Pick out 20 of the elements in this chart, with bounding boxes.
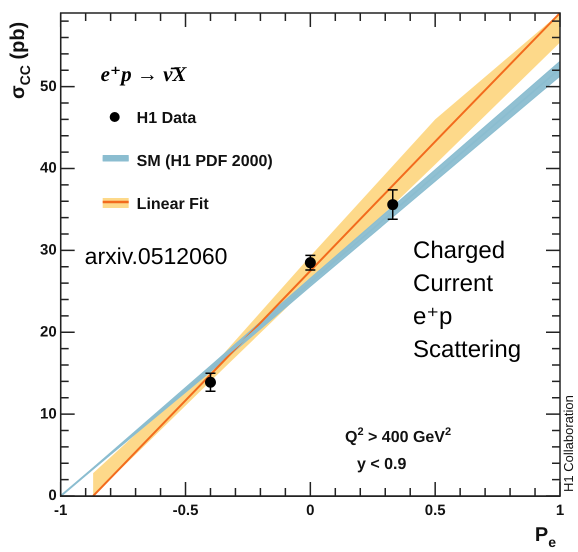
annotation: Charged Current e⁺p Scattering xyxy=(413,237,522,363)
annotation: y < 0.9 xyxy=(357,456,406,473)
y-tick-label: 10 xyxy=(40,405,57,422)
y-tick-label: 30 xyxy=(40,242,57,259)
legend-title: e⁺p → ν̄X xyxy=(100,62,188,86)
x-tick-label: -0.5 xyxy=(172,502,198,520)
legend-label: SM (H1 PDF 2000) xyxy=(136,153,273,170)
text: H1 Collaboration xyxy=(561,395,576,492)
x-tick-label: -1 xyxy=(54,502,68,520)
x-tick-label: 0.5 xyxy=(424,502,446,520)
x-tick-label: 1 xyxy=(556,502,564,520)
annotation: arxiv.0512060 xyxy=(84,243,228,269)
legend-label: H1 Data xyxy=(136,110,196,127)
y-tick-label: 20 xyxy=(40,323,57,340)
y-tick-label: 50 xyxy=(40,78,57,95)
legend-label: Linear Fit xyxy=(136,196,210,213)
y-axis-title: σCC (pb) xyxy=(7,22,33,99)
x-tick-label: 0 xyxy=(306,502,315,520)
y-tick-label: 40 xyxy=(40,160,57,177)
y-tick-label: 0 xyxy=(48,487,57,504)
